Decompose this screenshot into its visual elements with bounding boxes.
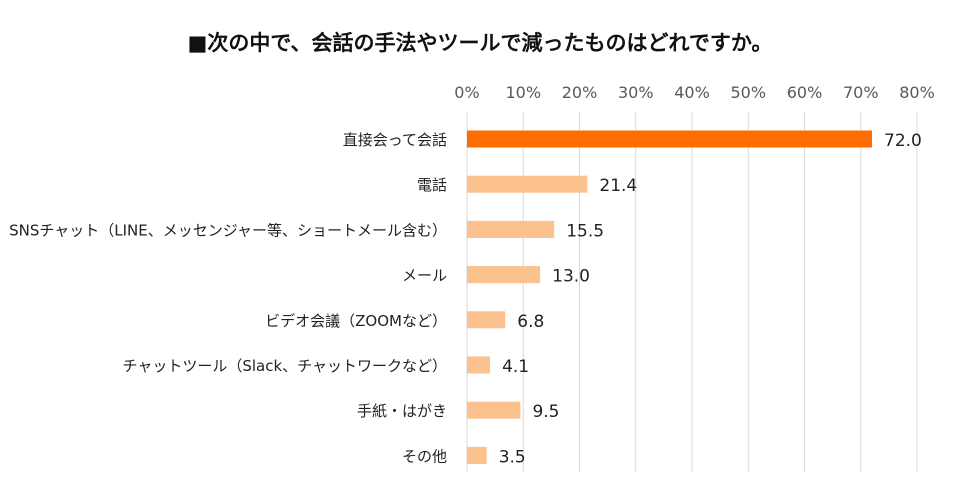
bar-7 — [467, 446, 487, 464]
category-label-0: 直接会って会話 — [343, 131, 447, 149]
category-label-7: その他 — [402, 447, 447, 465]
category-label-4: ビデオ会議（ZOOMなど） — [265, 312, 447, 330]
bar-3 — [467, 266, 541, 284]
value-label-3: 13.0 — [552, 267, 590, 287]
x-tick-label-3: 30% — [618, 83, 654, 102]
x-axis-ticks: 0% 10% 20% 30% 40% 50% 60% 70% 80% — [454, 83, 934, 102]
value-label-7: 3.5 — [499, 447, 526, 467]
bar-6 — [467, 401, 521, 419]
bar-1 — [467, 175, 588, 193]
value-labels: 72.0 21.4 15.5 13.0 6.8 4.1 9.5 3.5 — [499, 131, 922, 467]
bar-0 — [467, 130, 872, 148]
gridlines — [466, 112, 918, 472]
x-tick-label-8: 80% — [899, 83, 935, 102]
value-label-0: 72.0 — [884, 131, 922, 151]
category-label-6: 手紙・はがき — [357, 402, 447, 420]
x-tick-label-6: 60% — [787, 83, 823, 102]
bars — [467, 130, 872, 464]
category-label-2: SNSチャット（LINE、メッセンジャー等、ショートメール含む） — [9, 221, 447, 239]
bar-2 — [467, 220, 555, 238]
bar-5 — [467, 356, 491, 374]
chart-title: ■次の中で、会話の手法やツールで減ったものはどれですか。 — [188, 31, 773, 55]
category-label-5: チャットツール（Slack、チャットワークなど） — [122, 357, 447, 375]
value-label-1: 21.4 — [599, 176, 637, 196]
category-label-1: 電話 — [417, 176, 447, 194]
value-label-2: 15.5 — [566, 221, 604, 241]
bar-4 — [467, 311, 506, 329]
x-tick-label-2: 20% — [562, 83, 598, 102]
x-tick-label-7: 70% — [843, 83, 879, 102]
x-tick-label-5: 50% — [730, 83, 766, 102]
x-tick-label-1: 10% — [505, 83, 541, 102]
x-tick-label-4: 40% — [674, 83, 710, 102]
x-tick-label-0: 0% — [454, 83, 479, 102]
category-label-3: メール — [402, 267, 447, 285]
value-label-5: 4.1 — [502, 357, 529, 377]
value-label-4: 6.8 — [517, 312, 544, 332]
value-label-6: 9.5 — [532, 402, 559, 422]
